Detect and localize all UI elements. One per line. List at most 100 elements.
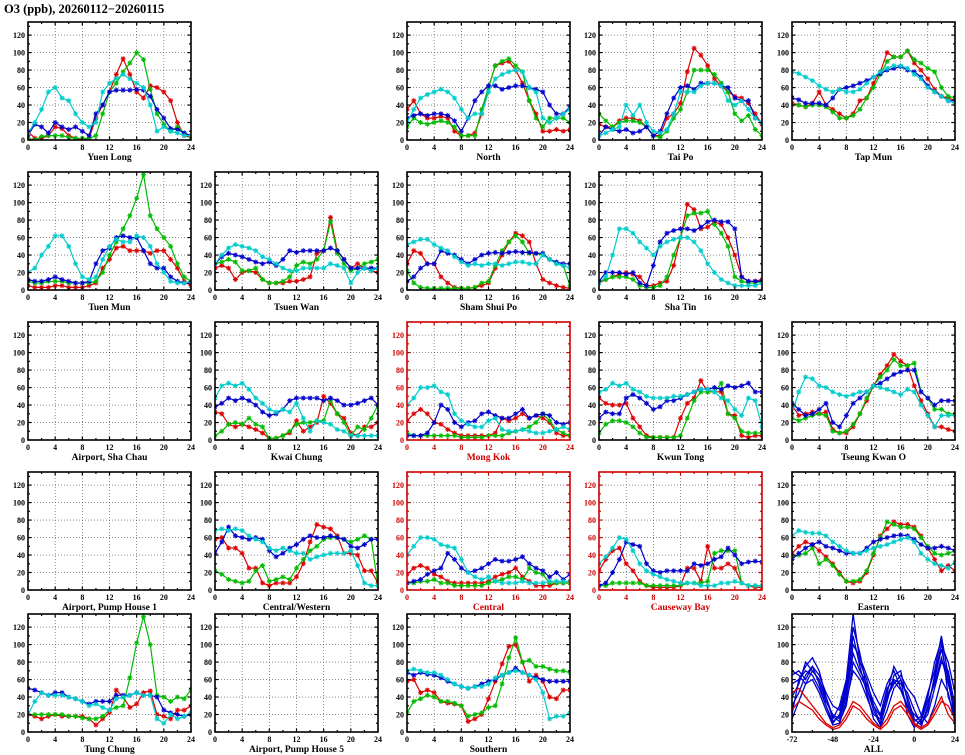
svg-text:80: 80 [17, 366, 25, 375]
svg-text:120: 120 [200, 181, 212, 190]
svg-text:0: 0 [213, 293, 217, 302]
svg-text:0: 0 [400, 286, 404, 295]
svg-text:20: 20 [588, 118, 596, 127]
svg-text:0: 0 [208, 436, 212, 445]
svg-text:40: 40 [204, 251, 212, 260]
svg-text:60: 60 [17, 233, 25, 242]
svg-text:20: 20 [924, 143, 932, 152]
series-lines [599, 45, 762, 140]
station-title: Tung Chung [84, 745, 135, 754]
chart-eastern: 0 20 40 60 80 100 120 0 4 8 12 16 20 24 Eastern [766, 464, 959, 612]
svg-text:4: 4 [240, 443, 244, 452]
tick-marks [27, 472, 192, 591]
svg-text:120: 120 [392, 31, 404, 40]
tick-marks [791, 22, 956, 141]
gridlines [407, 172, 570, 290]
svg-text:0: 0 [597, 143, 601, 152]
svg-text:40: 40 [204, 401, 212, 410]
svg-text:20: 20 [17, 118, 25, 127]
chart-canvas: 0 20 40 60 80 100 120 0 4 8 12 16 20 24 North [392, 21, 574, 162]
station-title: Sha Tin [665, 303, 697, 312]
svg-text:0: 0 [790, 143, 794, 152]
tick-marks [214, 322, 379, 441]
chart-north: 0 20 40 60 80 100 120 0 4 8 12 16 20 24 North [381, 14, 574, 162]
svg-text:8: 8 [80, 443, 84, 452]
tick-marks [27, 322, 192, 441]
svg-text:100: 100 [584, 48, 596, 57]
svg-text:60: 60 [17, 83, 25, 92]
svg-text:4: 4 [53, 443, 57, 452]
svg-text:0: 0 [405, 293, 409, 302]
svg-text:12: 12 [485, 143, 493, 152]
svg-text:80: 80 [588, 216, 596, 225]
svg-text:12: 12 [677, 293, 685, 302]
svg-text:20: 20 [160, 443, 168, 452]
svg-text:12: 12 [106, 143, 114, 152]
svg-text:24: 24 [187, 443, 195, 452]
series-lines [792, 48, 955, 121]
svg-text:0: 0 [597, 293, 601, 302]
chart-kwun-tong: 0 20 40 60 80 100 120 0 4 8 12 16 20 24 Kwun Tong [573, 314, 766, 462]
station-title: Causeway Bay [651, 603, 711, 612]
gridlines [407, 22, 570, 140]
svg-text:80: 80 [204, 366, 212, 375]
svg-text:100: 100 [13, 348, 25, 357]
svg-text:80: 80 [781, 66, 789, 75]
svg-text:8: 8 [651, 293, 655, 302]
svg-text:24: 24 [566, 293, 574, 302]
svg-text:16: 16 [512, 293, 520, 302]
tick-marks [27, 22, 192, 141]
chart-central: 0 20 40 60 80 100 120 0 4 8 12 16 20 24 Central [381, 464, 574, 612]
series-lines [215, 521, 378, 589]
svg-text:4: 4 [817, 143, 821, 152]
chart-airport-pump-house-1: 0 20 40 60 80 100 120 0 4 8 12 16 20 24 Airport, Pump … [2, 464, 195, 612]
svg-text:20: 20 [347, 293, 355, 302]
svg-text:24: 24 [758, 293, 766, 302]
chart-airport-sha-chau: 0 20 40 60 80 100 120 0 4 8 12 16 20 24 Airport, Sha C… [2, 314, 195, 462]
svg-text:4: 4 [432, 293, 436, 302]
station-title: Tai Po [668, 153, 694, 162]
svg-text:60: 60 [396, 83, 404, 92]
svg-text:4: 4 [53, 293, 57, 302]
series-lines [28, 614, 191, 728]
svg-text:12: 12 [485, 293, 493, 302]
svg-text:24: 24 [374, 293, 382, 302]
svg-text:16: 16 [133, 143, 141, 152]
svg-text:0: 0 [213, 443, 217, 452]
svg-text:100: 100 [392, 48, 404, 57]
svg-text:100: 100 [200, 348, 212, 357]
svg-text:16: 16 [320, 443, 328, 452]
svg-text:0: 0 [26, 293, 30, 302]
svg-text:120: 120 [584, 31, 596, 40]
station-title: ALL [864, 745, 884, 754]
svg-text:24: 24 [566, 143, 574, 152]
svg-text:24: 24 [758, 143, 766, 152]
svg-text:8: 8 [459, 293, 463, 302]
svg-text:8: 8 [80, 293, 84, 302]
svg-text:12: 12 [106, 443, 114, 452]
svg-text:60: 60 [781, 83, 789, 92]
svg-text:60: 60 [204, 383, 212, 392]
tick-marks [214, 614, 379, 733]
tick-marks [406, 22, 571, 141]
svg-text:16: 16 [320, 293, 328, 302]
svg-text:120: 120 [200, 331, 212, 340]
series-lines [792, 519, 955, 586]
chart-canvas: 0 20 40 60 80 100 120 0 4 8 12 16 20 24 Sha Tin [584, 171, 766, 312]
series-lines [407, 535, 570, 589]
